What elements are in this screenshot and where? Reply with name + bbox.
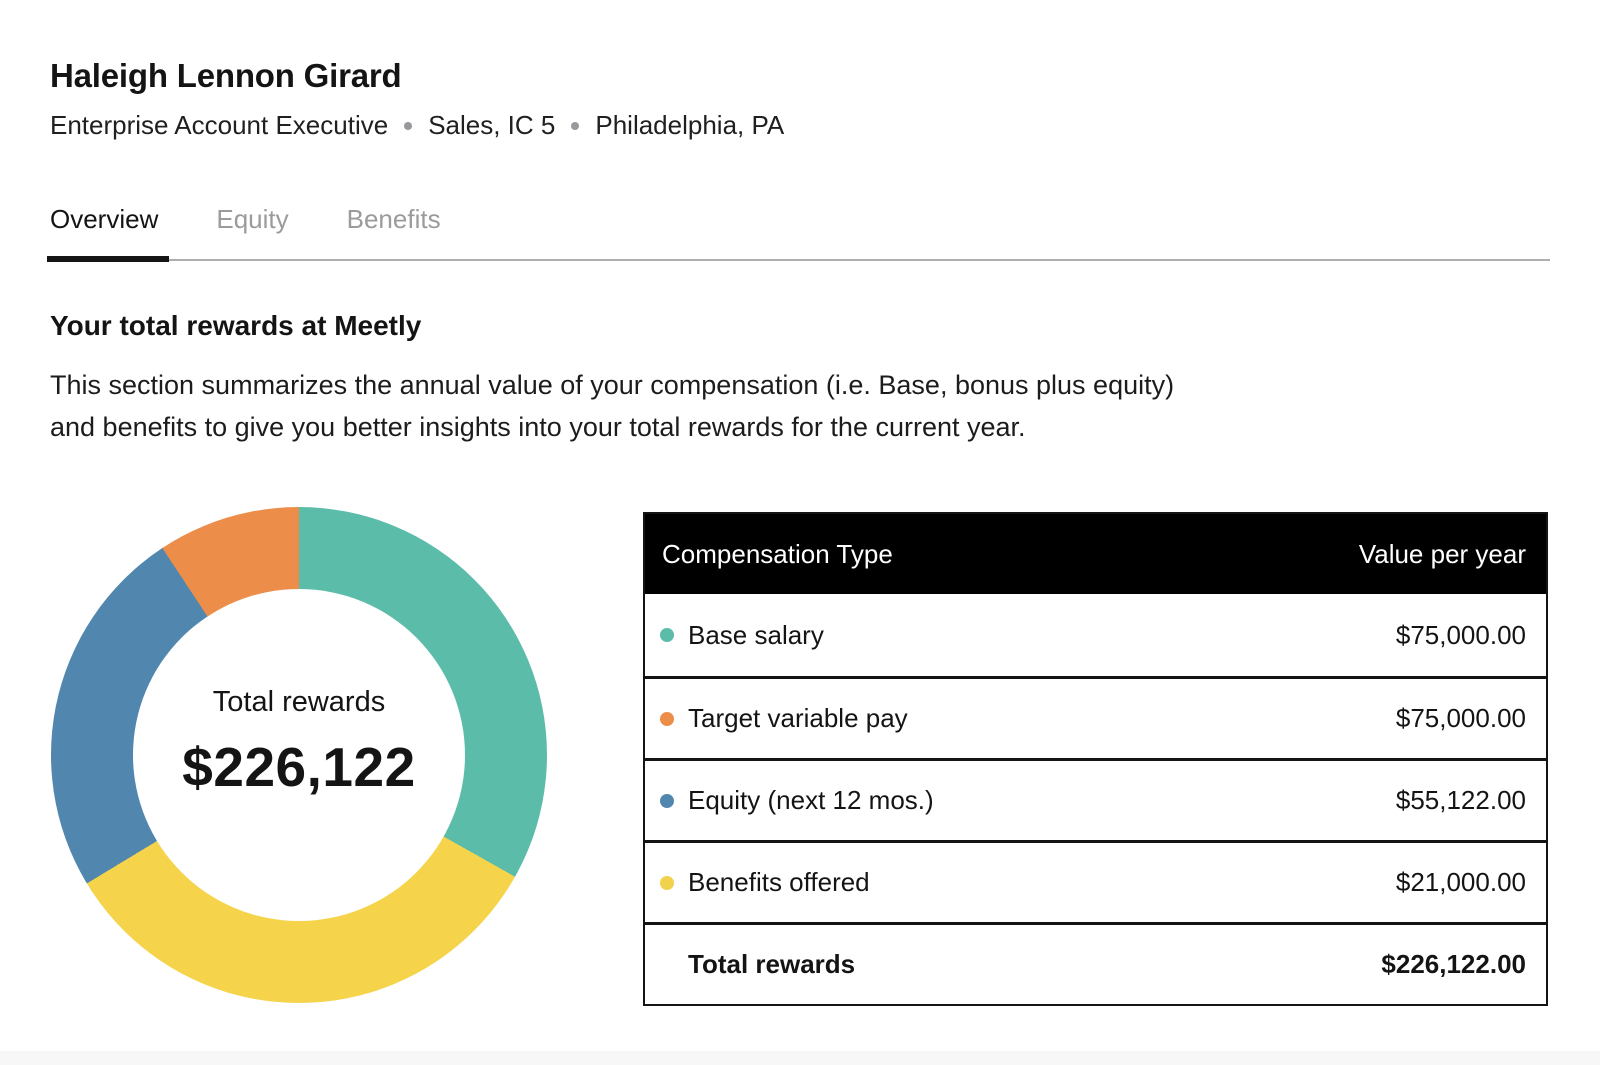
section-title: Your total rewards at Meetly xyxy=(50,310,422,341)
table-row-equity: Equity (next 12 mos.) $55,122.00 xyxy=(645,758,1546,840)
row-label: Total rewards xyxy=(688,949,856,979)
section-description-line-1: This section summarizes the annual value… xyxy=(50,370,1175,400)
employee-org-level: Sales, IC 5 xyxy=(428,110,556,140)
base-salary-dot-icon xyxy=(660,628,674,642)
row-label: Equity (next 12 mos.) xyxy=(688,785,934,815)
row-label: Base salary xyxy=(688,619,824,650)
donut-ring: Total rewards $226,122 xyxy=(51,507,547,1003)
table-row-total-rewards: Total rewards $226,122.00 xyxy=(645,922,1546,1004)
compensation-table-header: Compensation Type Value per year xyxy=(645,514,1546,594)
separator-dot-icon xyxy=(571,121,580,130)
row-value: $21,000.00 xyxy=(1395,867,1526,897)
table-row-target-variable-pay: Target variable pay $75,000.00 xyxy=(645,676,1546,758)
equity-dot-icon xyxy=(660,793,674,808)
active-tab-underline xyxy=(47,256,169,262)
employee-role: Enterprise Account Executive xyxy=(50,110,389,140)
donut-center-label: Total rewards xyxy=(212,685,386,718)
donut-center: Total rewards $226,122 xyxy=(133,589,465,921)
employee-location: Philadelphia, PA xyxy=(595,110,785,140)
dot-spacer xyxy=(660,958,674,972)
table-row-benefits-offered: Benefits offered $21,000.00 xyxy=(645,840,1546,922)
compensation-table: Compensation Type Value per year Base sa… xyxy=(643,512,1548,1006)
table-row-base-salary: Base salary $75,000.00 xyxy=(645,594,1546,676)
row-label: Target variable pay xyxy=(688,703,908,733)
tab-equity[interactable]: Equity xyxy=(216,204,289,234)
benefits-offered-dot-icon xyxy=(660,875,674,890)
separator-dot-icon xyxy=(404,121,413,130)
row-value: $75,000.00 xyxy=(1395,703,1526,733)
column-header-value: Value per year xyxy=(1358,538,1526,569)
row-value: $55,122.00 xyxy=(1395,785,1526,815)
tab-bar: Overview Equity Benefits xyxy=(50,204,441,235)
tab-benefits[interactable]: Benefits xyxy=(346,204,441,234)
section-description: This section summarizes the annual value… xyxy=(50,364,1174,448)
section-description-line-2: and benefits to give you better insights… xyxy=(50,412,1026,442)
tab-overview[interactable]: Overview xyxy=(50,204,159,234)
employee-name: Haleigh Lennon Girard xyxy=(50,57,402,94)
column-header-type: Compensation Type xyxy=(662,538,893,569)
tab-divider-line xyxy=(47,259,1550,261)
row-value: $75,000.00 xyxy=(1395,619,1526,650)
employee-meta: Enterprise Account Executive Sales, IC 5… xyxy=(50,110,784,141)
target-variable-pay-dot-icon xyxy=(660,711,674,726)
bottom-edge-strip xyxy=(0,1051,1600,1065)
total-rewards-donut-chart: Total rewards $226,122 xyxy=(51,507,547,1003)
row-value: $226,122.00 xyxy=(1381,949,1526,979)
donut-center-value: $226,122 xyxy=(182,735,416,798)
row-label: Benefits offered xyxy=(688,867,870,897)
